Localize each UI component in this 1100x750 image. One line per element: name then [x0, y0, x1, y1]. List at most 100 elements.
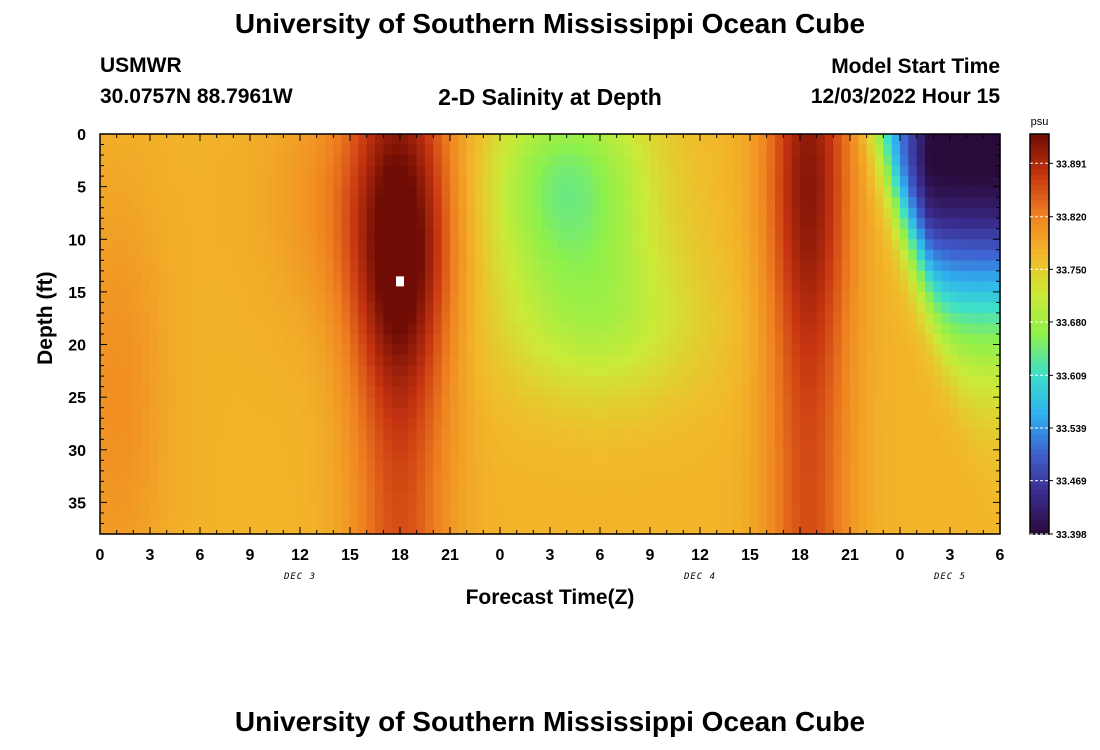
heatmap-cell: [866, 176, 876, 188]
heatmap-cell: [491, 355, 501, 367]
heatmap-cell: [600, 460, 609, 472]
heatmap-cell: [308, 397, 318, 409]
heatmap-cell: [108, 407, 118, 419]
heatmap-cell: [550, 386, 559, 398]
heatmap-cell: [716, 144, 726, 156]
heatmap-cell: [725, 134, 734, 146]
heatmap-cell: [150, 197, 159, 209]
heatmap-cell: [425, 134, 434, 146]
heatmap-cell: [408, 270, 418, 282]
heatmap-cell: [416, 355, 426, 367]
heatmap-cell: [450, 481, 459, 493]
heatmap-cell: [716, 334, 726, 346]
heatmap-cell: [116, 386, 126, 398]
heatmap-cell: [908, 165, 918, 177]
heatmap-cell: [300, 197, 309, 209]
heatmap-cell: [625, 376, 634, 388]
heatmap-cell: [100, 260, 109, 272]
heatmap-cell: [300, 176, 309, 188]
heatmap-cell: [575, 449, 584, 461]
heatmap-cell: [341, 312, 351, 325]
heatmap-cell: [633, 439, 643, 451]
heatmap-cell: [683, 281, 693, 293]
heatmap-cell: [750, 218, 759, 230]
heatmap-cell: [175, 186, 184, 198]
heatmap-cell: [500, 165, 509, 177]
heatmap-cell: [791, 228, 801, 240]
heatmap-cell: [491, 334, 501, 346]
heatmap-cell: [325, 197, 334, 209]
heatmap-cell: [466, 228, 476, 240]
heatmap-cell: [233, 481, 243, 493]
heatmap-cell: [658, 334, 668, 346]
heatmap-cell: [141, 491, 151, 504]
heatmap-cell: [300, 512, 309, 525]
heatmap-cell: [783, 281, 793, 293]
heatmap-cell: [975, 397, 984, 409]
heatmap-cell: [141, 270, 151, 282]
heatmap-cell: [991, 323, 1001, 335]
heatmap-cell: [716, 449, 726, 461]
heatmap-cell: [633, 218, 643, 230]
heatmap-cell: [866, 228, 876, 240]
heatmap-cell: [708, 365, 718, 377]
heatmap-cell: [866, 344, 876, 356]
heatmap-cell: [500, 155, 509, 167]
heatmap-cell: [133, 439, 143, 451]
heatmap-cell: [358, 165, 368, 177]
heatmap-cell: [383, 134, 393, 146]
heatmap-cell: [541, 176, 551, 188]
heatmap-cell: [150, 407, 159, 419]
heatmap-cell: [958, 144, 968, 156]
heatmap-cell: [125, 281, 134, 293]
heatmap-cell: [100, 134, 109, 146]
heatmap-cell: [200, 376, 209, 388]
heatmap-cell: [366, 481, 376, 493]
heatmap-cell: [650, 302, 659, 314]
heatmap-cell: [600, 334, 609, 346]
heatmap-cell: [633, 449, 643, 461]
heatmap-cell: [583, 270, 593, 282]
heatmap-cell: [166, 470, 176, 482]
heatmap-cell: [350, 176, 359, 188]
heatmap-cell: [291, 428, 301, 440]
heatmap-cell: [400, 260, 409, 272]
heatmap-cell: [758, 144, 768, 156]
heatmap-cell: [383, 334, 393, 346]
heatmap-cell: [933, 155, 943, 167]
heatmap-cell: [600, 344, 609, 356]
heatmap-cell: [391, 165, 401, 177]
heatmap-cell: [675, 376, 684, 388]
heatmap-cell: [516, 365, 526, 377]
heatmap-cell: [258, 512, 268, 525]
heatmap-cell: [225, 270, 234, 282]
heatmap-cell: [408, 144, 418, 156]
heatmap-cell: [941, 439, 951, 451]
heatmap-cell: [750, 428, 759, 440]
heatmap-cell: [941, 155, 951, 167]
colorbar-segment: [1030, 419, 1049, 425]
heatmap-cell: [483, 323, 493, 335]
heatmap-cell: [633, 418, 643, 430]
heatmap-cell: [241, 228, 251, 240]
heatmap-cell: [166, 344, 176, 356]
heatmap-cell: [308, 460, 318, 472]
heatmap-cell: [966, 407, 976, 419]
heatmap-cell: [300, 502, 309, 514]
heatmap-cell: [208, 491, 218, 504]
heatmap-cell: [241, 481, 251, 493]
heatmap-cell: [175, 323, 184, 335]
heatmap-cell: [216, 165, 226, 177]
heatmap-cell: [766, 397, 776, 409]
heatmap-cell: [933, 418, 943, 430]
heatmap-cell: [683, 428, 693, 440]
heatmap-cell: [941, 281, 951, 293]
heatmap-cell: [100, 249, 109, 261]
heatmap-cell: [275, 481, 284, 493]
heatmap-cell: [741, 449, 751, 461]
heatmap-cell: [750, 523, 759, 535]
heatmap-cell: [975, 302, 984, 314]
heatmap-cell: [258, 176, 268, 188]
heatmap-cell: [833, 228, 843, 240]
heatmap-cell: [500, 365, 509, 377]
